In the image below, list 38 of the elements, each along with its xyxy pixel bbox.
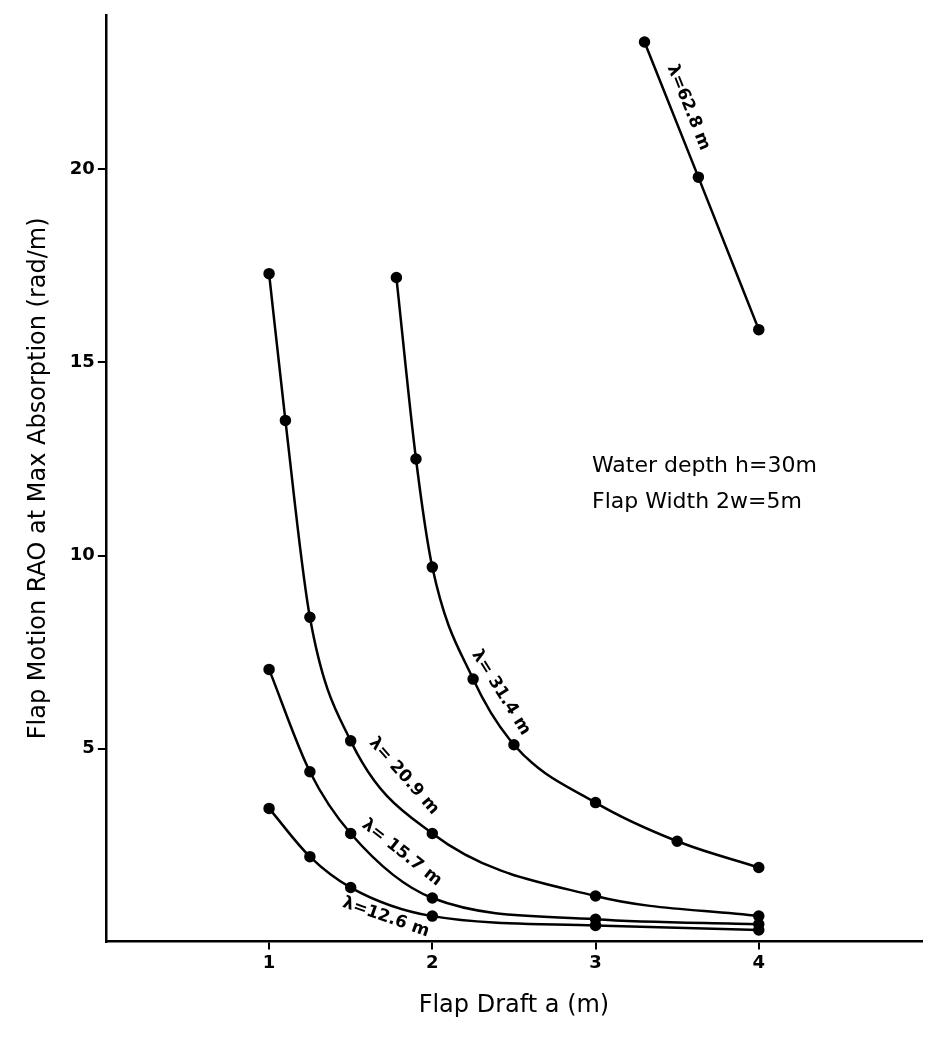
point (344, 735, 357, 747)
y-axis-title: Flap Motion RAO at Max Absorption (rad/m) (22, 217, 51, 740)
point (467, 673, 479, 685)
point (344, 881, 357, 894)
point (589, 796, 602, 809)
point (304, 765, 316, 778)
point (426, 827, 439, 840)
point (753, 323, 765, 336)
y-tick-label: 15 (69, 350, 95, 372)
point (692, 171, 705, 183)
point (508, 738, 520, 751)
point (589, 890, 602, 902)
point (753, 910, 765, 922)
point (426, 561, 439, 573)
point (753, 861, 765, 874)
y-tick-label: 10 (69, 543, 95, 565)
y-tick-label: 20 (69, 157, 95, 179)
x-axis-title: Flap Draft a (m) (418, 989, 610, 1018)
point (263, 267, 275, 280)
point (671, 835, 683, 847)
x-tick-label: 1 (262, 951, 276, 973)
x-tick-label: 4 (752, 951, 766, 973)
point (426, 910, 439, 922)
point (410, 453, 422, 465)
x-tick-label: 2 (426, 951, 439, 973)
point (279, 414, 292, 427)
point (304, 850, 316, 863)
y-tick-label: 5 (82, 736, 95, 758)
point (344, 827, 357, 840)
point (390, 271, 403, 284)
x-tick-label: 3 (589, 951, 602, 973)
annotation: Flap Width 2w=5m (592, 488, 802, 514)
point (426, 892, 439, 904)
annotation: Water depth h=30m (592, 452, 817, 478)
point (304, 611, 316, 624)
point (638, 36, 651, 48)
point (263, 663, 275, 676)
point (263, 802, 275, 815)
